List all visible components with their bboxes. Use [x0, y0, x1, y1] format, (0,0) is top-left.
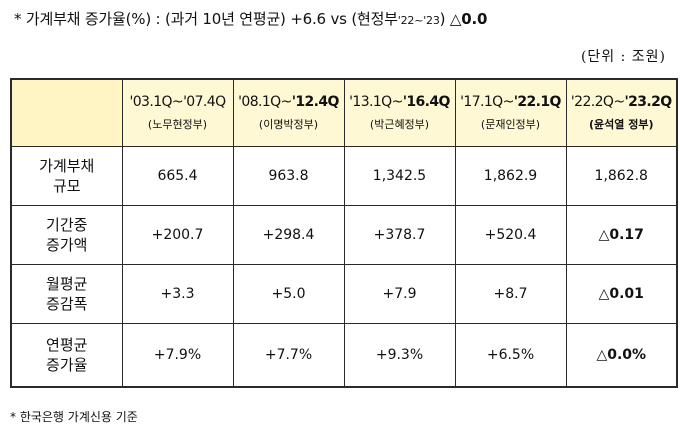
table-row: 기간중 증가액 +200.7 +298.4 +378.7 +520.4 △0.17	[10, 205, 678, 265]
table-cell: 1,862.8	[565, 146, 678, 206]
header-cell: '08.1Q~'12.4Q (이명박정부)	[232, 78, 345, 147]
header-cell: '13.1Q~'16.4Q (박근혜정부)	[343, 78, 456, 147]
table-cell: +5.0	[232, 264, 345, 324]
administration-label: (문재인정부)	[480, 118, 541, 131]
table-cell: +378.7	[343, 205, 456, 265]
row-label: 기간중 증가액	[10, 205, 123, 265]
footnote: * 한국은행 가계신용 기준	[10, 410, 138, 424]
administration-label: (박근혜정부)	[369, 118, 430, 131]
period-label: '22.2Q~'23.2Q	[570, 94, 672, 110]
table-cell: +298.4	[232, 205, 345, 265]
period-label: '13.1Q~'16.4Q	[349, 94, 450, 110]
table-cell: 1,862.9	[454, 146, 567, 206]
header-row: '03.1Q~'07.4Q (노무현정부) '08.1Q~'12.4Q (이명박…	[10, 78, 678, 147]
table-cell: 963.8	[232, 146, 345, 206]
table-cell: +6.5%	[454, 323, 567, 388]
table-cell: +8.7	[454, 264, 567, 324]
table-cell: △0.17	[565, 205, 678, 265]
header-cell: '03.1Q~'07.4Q (노무현정부)	[121, 78, 234, 147]
row-label: 연평균 증가율	[10, 323, 123, 388]
administration-label: (윤석열 정부)	[589, 118, 654, 131]
table-cell: +7.9%	[121, 323, 234, 388]
header-cell: '17.1Q~'22.1Q (문재인정부)	[454, 78, 567, 147]
row-label: 월평균 증감폭	[10, 264, 123, 324]
period-label: '08.1Q~'12.4Q	[238, 94, 339, 110]
table-cell: 665.4	[121, 146, 234, 206]
debt-table: '03.1Q~'07.4Q (노무현정부) '08.1Q~'12.4Q (이명박…	[10, 78, 678, 388]
table-cell: +520.4	[454, 205, 567, 265]
table-cell: △0.01	[565, 264, 678, 324]
unit-note: (단위 : 조원)	[580, 49, 666, 65]
table-cell: +3.3	[121, 264, 234, 324]
headline: * 가계부채 증가율(%) : (과거 10년 연평균) +6.6 vs (현정…	[14, 8, 674, 29]
table-cell: +7.9	[343, 264, 456, 324]
headline-period: '22~'23	[397, 14, 440, 27]
table-row: 연평균 증가율 +7.9% +7.7% +9.3% +6.5% △0.0%	[10, 323, 678, 388]
headline-value: △0.0	[449, 10, 488, 28]
table-cell: +7.7%	[232, 323, 345, 388]
table-cell: +9.3%	[343, 323, 456, 388]
headline-closing: )	[439, 10, 446, 28]
table-cell: 1,342.5	[343, 146, 456, 206]
period-label: '17.1Q~'22.1Q	[460, 94, 561, 110]
table-row: 월평균 증감폭 +3.3 +5.0 +7.9 +8.7 △0.01	[10, 264, 678, 324]
header-corner-cell	[10, 78, 123, 147]
period-label: '03.1Q~'07.4Q	[129, 94, 226, 110]
headline-prefix: * 가계부채 증가율(%) : (과거 10년 연평균) +6.6 vs (현정…	[14, 10, 398, 28]
header-cell: '22.2Q~'23.2Q (윤석열 정부)	[565, 78, 678, 147]
administration-label: (이명박정부)	[258, 118, 319, 131]
table-cell: +200.7	[121, 205, 234, 265]
administration-label: (노무현정부)	[147, 118, 208, 131]
row-label: 가계부채 규모	[10, 146, 123, 206]
table-row: 가계부채 규모 665.4 963.8 1,342.5 1,862.9 1,862…	[10, 146, 678, 206]
table-cell: △0.0%	[565, 323, 678, 388]
